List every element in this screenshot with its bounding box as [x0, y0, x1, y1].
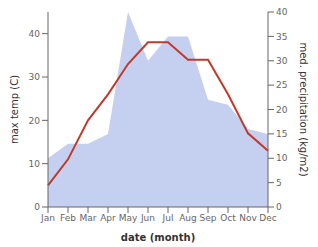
svg-text:Jul: Jul [162, 213, 174, 223]
svg-text:40: 40 [29, 29, 41, 39]
svg-text:Jun: Jun [140, 213, 155, 223]
svg-text:0: 0 [34, 202, 40, 212]
svg-text:Oct: Oct [220, 213, 236, 223]
svg-text:May: May [119, 213, 138, 223]
svg-text:35: 35 [276, 32, 287, 42]
svg-text:10: 10 [276, 153, 288, 163]
svg-text:Feb: Feb [60, 213, 76, 223]
svg-text:30: 30 [29, 72, 41, 82]
svg-text:5: 5 [276, 178, 282, 188]
svg-text:15: 15 [276, 129, 287, 139]
svg-text:40: 40 [276, 7, 288, 17]
svg-text:Nov: Nov [239, 213, 257, 223]
svg-text:Aug: Aug [179, 213, 197, 223]
svg-text:0: 0 [276, 202, 282, 212]
svg-text:20: 20 [276, 105, 288, 115]
svg-text:20: 20 [29, 116, 41, 126]
svg-text:date (month): date (month) [121, 232, 195, 243]
svg-text:med. precipitation (kg/m2): med. precipitation (kg/m2) [298, 42, 309, 176]
svg-text:max temp (C): max temp (C) [9, 75, 20, 144]
svg-text:Apr: Apr [100, 213, 116, 223]
svg-text:Sep: Sep [200, 213, 217, 223]
svg-text:30: 30 [276, 56, 288, 66]
svg-text:25: 25 [276, 80, 287, 90]
svg-text:Dec: Dec [259, 213, 276, 223]
svg-text:Mar: Mar [80, 213, 97, 223]
svg-text:10: 10 [29, 159, 41, 169]
svg-text:Jan: Jan [40, 213, 55, 223]
